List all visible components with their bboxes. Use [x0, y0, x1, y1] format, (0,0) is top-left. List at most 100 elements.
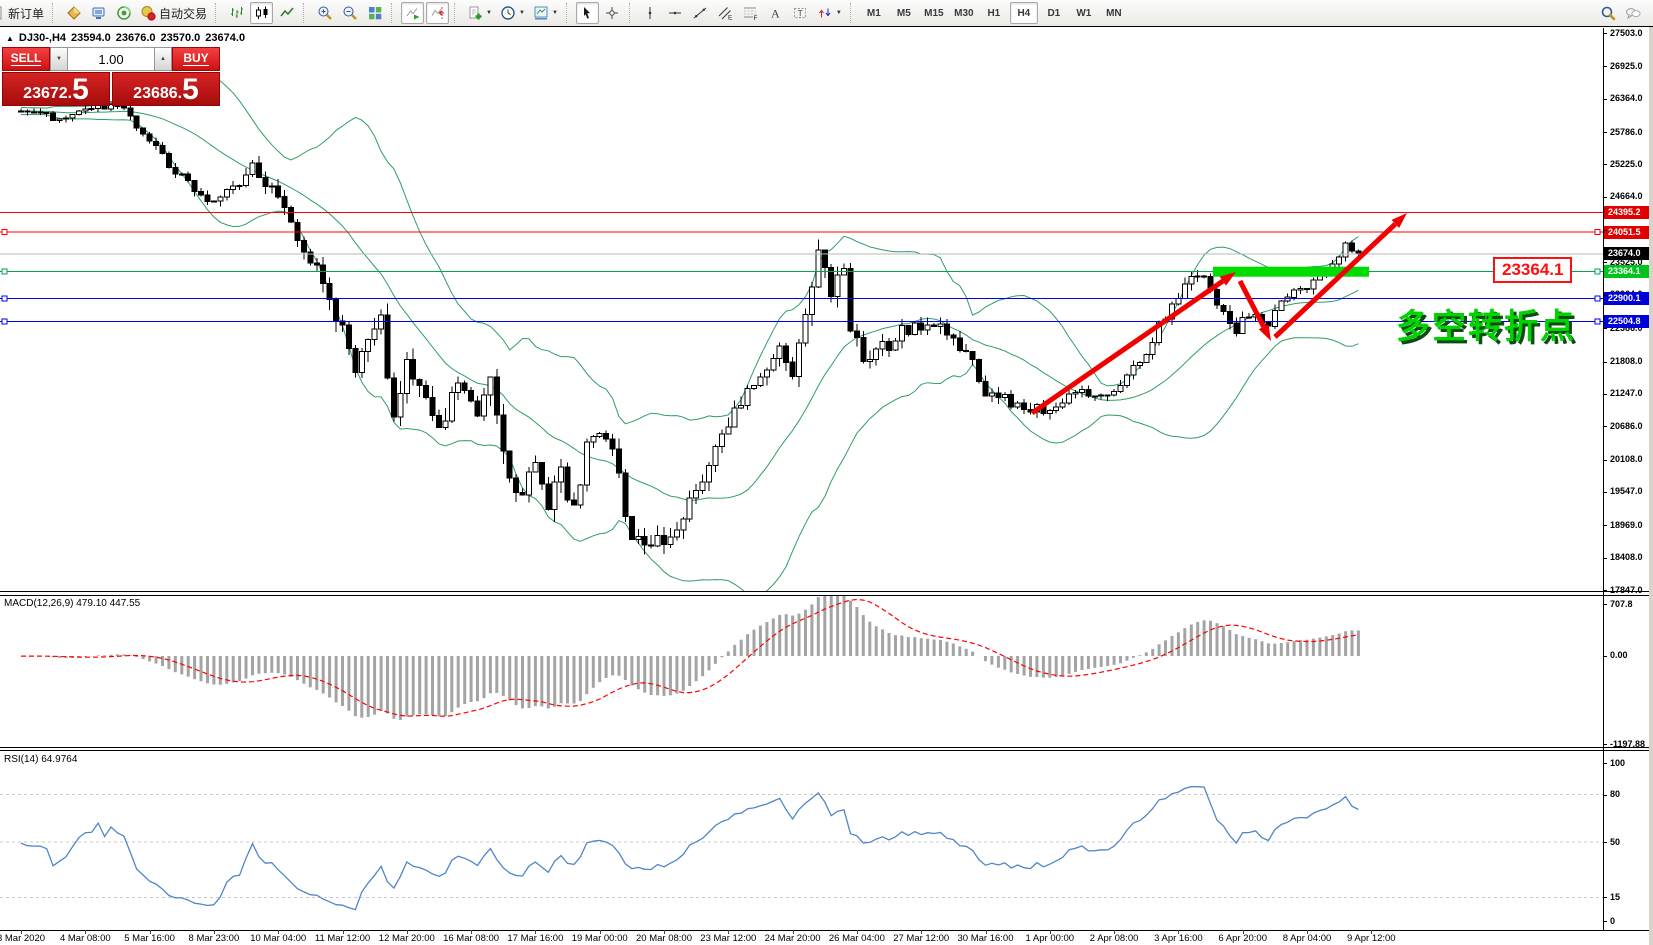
buy-button[interactable]: BUY	[172, 47, 220, 71]
price-axis-border	[1603, 28, 1604, 930]
time-tick	[406, 930, 408, 934]
volume-decrease-button[interactable]: ▼	[50, 47, 68, 71]
timeframe-h1-button[interactable]: H1	[987, 7, 1001, 19]
bar-chart-button[interactable]	[225, 2, 248, 24]
svg-text:A: A	[771, 7, 780, 21]
timeframe-m5-button[interactable]: M5	[896, 7, 911, 19]
metaeditor-button[interactable]	[62, 2, 85, 24]
fibonacci-button[interactable]: F	[739, 2, 762, 24]
time-tick	[921, 930, 923, 934]
cursor-button[interactable]	[575, 2, 599, 24]
time-tick	[1114, 930, 1116, 934]
chevron-down-icon[interactable]: ▼	[518, 10, 525, 16]
macd-pane[interactable]	[0, 596, 1603, 746]
ohlc-high: 23676.0	[115, 32, 156, 44]
price-level-badge: 23674.0	[1604, 247, 1650, 261]
axis-tick	[1603, 842, 1607, 843]
timeframe-w1-button[interactable]: W1	[1076, 7, 1092, 19]
horizontal-line-button[interactable]	[664, 2, 687, 24]
pane-separator[interactable]	[0, 595, 1653, 596]
time-tick-label: 8 Mar 23:00	[188, 933, 240, 944]
time-tick	[1371, 930, 1373, 934]
collapse-panel-icon[interactable]: ▲	[6, 34, 14, 43]
timeframe-d1-button[interactable]: D1	[1047, 7, 1061, 19]
rsi-pane[interactable]	[0, 752, 1603, 930]
timeframe-m1-button[interactable]: M1	[866, 7, 881, 19]
arrows-button[interactable]: ▼	[814, 2, 845, 24]
toolbar-separator	[849, 3, 855, 23]
zoom-in-button[interactable]	[313, 2, 336, 24]
new-order-button[interactable]: 新订单	[0, 2, 47, 24]
crosshair-button[interactable]	[601, 2, 624, 24]
equidistant-channel-button[interactable]: E	[714, 2, 737, 24]
time-tick-label: 16 Mar 08:00	[443, 933, 500, 944]
symbol-timeframe: DJ30-,H4	[18, 32, 66, 44]
chart-shift-button[interactable]	[426, 2, 450, 24]
ohlc-close: 23674.0	[205, 32, 246, 44]
bull-candles	[18, 104, 1349, 547]
templates-button[interactable]: ▼	[530, 2, 561, 24]
toolbar-separator	[303, 3, 308, 23]
buy-price[interactable]: 23686. 5	[112, 72, 220, 106]
line-chart-button[interactable]	[275, 2, 298, 24]
axis-tick	[1603, 921, 1607, 922]
price-tick-label: 25786.0	[1610, 126, 1643, 137]
time-tick	[278, 930, 280, 934]
volume-increase-button[interactable]: ▲	[154, 47, 172, 71]
rsi-tick-label: 80	[1610, 789, 1621, 800]
pane-separator[interactable]	[0, 750, 1653, 751]
time-tick	[599, 930, 601, 934]
market-watch-button[interactable]	[87, 2, 110, 24]
text-label-button[interactable]: T	[789, 2, 812, 24]
support-highlight-bar[interactable]	[1213, 266, 1369, 277]
toolbar-separator	[565, 3, 571, 23]
auto-scroll-button[interactable]	[401, 2, 425, 24]
labelT-icon: T	[792, 5, 808, 21]
pane-separator[interactable]	[0, 747, 1653, 748]
trend-arrows[interactable]	[1030, 213, 1407, 416]
zoom-out-button[interactable]	[338, 2, 361, 24]
trendline-button[interactable]	[689, 2, 712, 24]
price-axis[interactable]: 27503.0 26925.0 26364.0 25786.0 25225.0 24664…	[1604, 0, 1653, 945]
tile-windows-button[interactable]	[363, 2, 386, 24]
axis-tick	[1603, 590, 1607, 591]
price-level-badge: 23364.1	[1604, 265, 1650, 279]
rsi-label: RSI(14) 64.9764	[4, 754, 78, 765]
sell-price[interactable]: 23672. 5	[2, 72, 110, 106]
search-button[interactable]	[1596, 2, 1619, 24]
chevron-down-icon[interactable]: ▼	[486, 10, 492, 16]
sell-button[interactable]: SELL	[2, 47, 50, 71]
vertical-line-button[interactable]	[639, 2, 662, 24]
time-tick	[856, 930, 858, 934]
timeframe-mn-button[interactable]: MN	[1106, 7, 1122, 19]
new-order-button-label: 新订单	[8, 6, 45, 21]
time-tick	[1307, 930, 1308, 934]
bars-icon	[229, 5, 245, 21]
textA-icon: A	[767, 5, 783, 21]
pane-separator[interactable]	[0, 591, 1653, 592]
cursor-icon	[579, 5, 595, 21]
main-chart-pane[interactable]	[0, 28, 1603, 591]
strategy-tester-button[interactable]	[112, 2, 135, 24]
indicators-button[interactable]: ▼	[464, 2, 495, 24]
axis-tick	[1603, 655, 1607, 657]
volume-input[interactable]: 1.00	[68, 47, 154, 71]
timeframe-m15-button[interactable]: M15	[924, 7, 944, 19]
timeframe-m30-button[interactable]: M30	[954, 7, 974, 19]
rsi-tick-label: 15	[1610, 891, 1621, 902]
autotrading-button[interactable]: 自动交易	[137, 2, 210, 24]
price-annotation-label[interactable]: 23364.1	[1493, 257, 1573, 283]
periods-button[interactable]: ▼	[497, 2, 528, 24]
price-tick-label: 26364.0	[1610, 93, 1643, 104]
timeframe-h4-button[interactable]: H4	[1009, 2, 1038, 24]
chevron-down-icon[interactable]: ▼	[835, 10, 842, 16]
turning-point-text[interactable]: 多空转折点	[1396, 308, 1576, 346]
chevron-down-icon[interactable]: ▼	[551, 10, 558, 16]
candlestick-chart-button[interactable]	[250, 2, 274, 24]
price-level-badge: 22504.8	[1604, 314, 1650, 328]
time-tick-label: 6 Apr 20:00	[1218, 933, 1267, 944]
text-button[interactable]: A	[764, 2, 787, 24]
chat-button[interactable]	[1621, 2, 1644, 24]
diamond-icon	[66, 5, 82, 21]
